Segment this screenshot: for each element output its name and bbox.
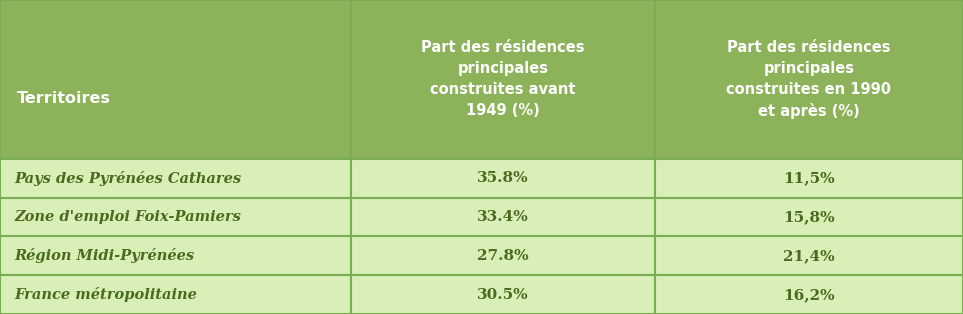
Bar <box>351 0 655 159</box>
Bar <box>351 198 655 236</box>
Bar <box>0 198 351 236</box>
Text: 21,4%: 21,4% <box>783 249 835 263</box>
Text: 15,8%: 15,8% <box>783 210 835 224</box>
Bar <box>655 236 963 275</box>
Bar <box>655 198 963 236</box>
Bar <box>351 236 655 275</box>
Bar <box>655 0 963 159</box>
Bar <box>655 275 963 314</box>
Text: Part des résidences
principales
construites en 1990
et après (%): Part des résidences principales construi… <box>726 40 892 119</box>
Text: 35.8%: 35.8% <box>478 171 529 185</box>
Bar <box>655 159 963 198</box>
Text: Région Midi-Pyrénées: Région Midi-Pyrénées <box>14 248 195 263</box>
Text: Territoires: Territoires <box>17 91 111 106</box>
Text: 30.5%: 30.5% <box>478 288 529 302</box>
Text: 27.8%: 27.8% <box>478 249 529 263</box>
Bar <box>351 159 655 198</box>
Text: 16,2%: 16,2% <box>783 288 835 302</box>
Text: Zone d'emploi Foix-Pamiers: Zone d'emploi Foix-Pamiers <box>14 210 242 224</box>
Bar <box>0 275 351 314</box>
Bar <box>0 236 351 275</box>
Bar <box>0 159 351 198</box>
Text: Pays des Pyrénées Cathares: Pays des Pyrénées Cathares <box>14 171 242 186</box>
Bar <box>0 0 351 159</box>
Bar <box>351 275 655 314</box>
Text: 33.4%: 33.4% <box>478 210 529 224</box>
Text: Part des résidences
principales
construites avant
1949 (%): Part des résidences principales construi… <box>422 40 585 118</box>
Text: France métropolitaine: France métropolitaine <box>14 287 197 302</box>
Text: 11,5%: 11,5% <box>783 171 835 185</box>
